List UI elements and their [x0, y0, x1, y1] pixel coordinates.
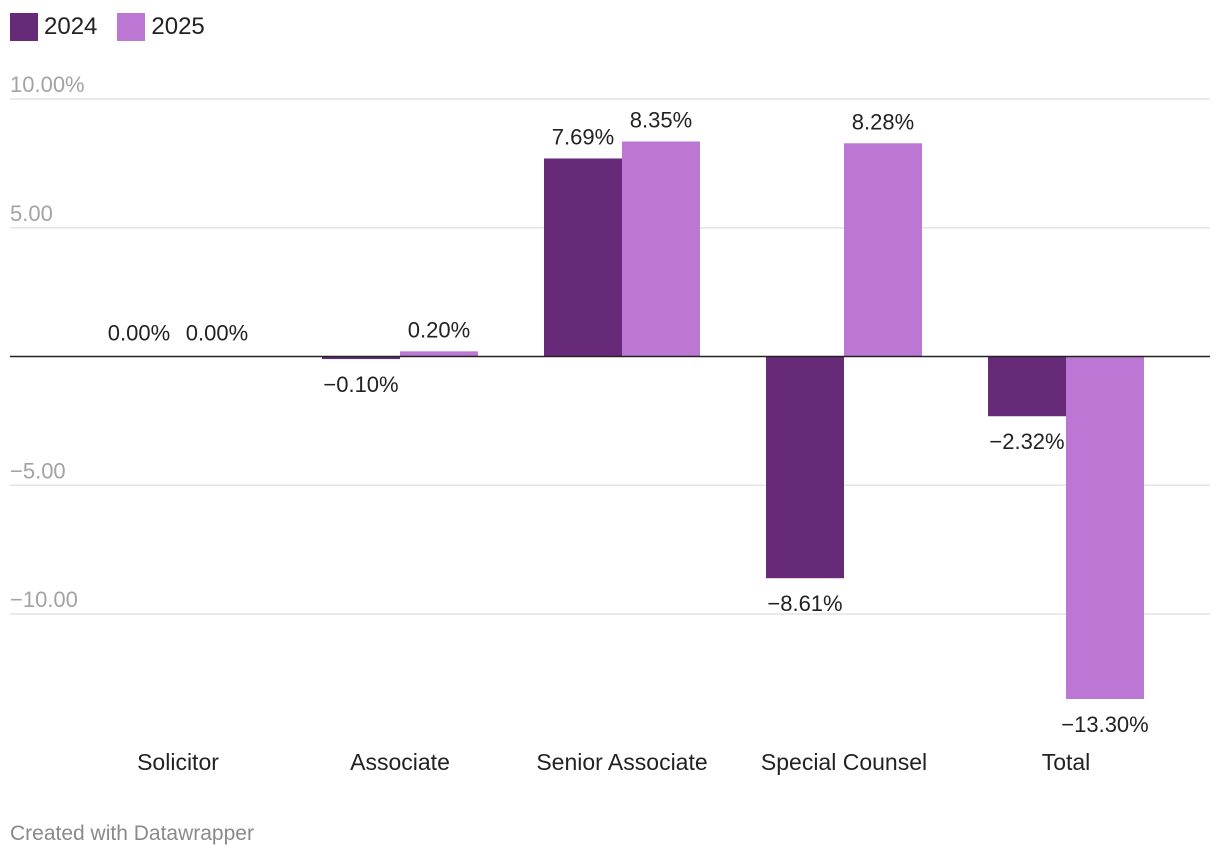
legend: 2024 2025	[10, 13, 205, 41]
bar-2025-2	[622, 141, 700, 357]
bar-2024-1	[322, 356, 400, 360]
bar-2025-1	[400, 351, 478, 357]
data-label: 0.00%	[186, 321, 248, 346]
bar-2024-2	[544, 158, 622, 357]
y-tick-label: −5.00	[10, 458, 66, 483]
bar-2025-4	[1066, 356, 1144, 699]
x-tick-label: Solicitor	[137, 749, 219, 775]
legend-item-2024: 2024	[10, 13, 97, 41]
data-label: −0.10%	[323, 372, 398, 397]
data-label: 8.28%	[852, 109, 914, 134]
y-tick-label: 5.00	[10, 201, 53, 226]
bar-2025-3	[844, 143, 922, 357]
data-label: 0.20%	[408, 317, 470, 342]
legend-label-2024: 2024	[44, 13, 98, 40]
data-label: −8.61%	[767, 591, 842, 616]
x-tick-label: Senior Associate	[536, 749, 707, 775]
x-tick-label: Special Counsel	[761, 749, 927, 775]
data-label: −2.32%	[989, 429, 1064, 454]
legend-item-2025: 2025	[117, 13, 205, 41]
y-tick-label: −10.00	[10, 587, 78, 612]
y-tick-label: 10.00%	[10, 72, 85, 97]
data-label: 8.35%	[630, 107, 692, 132]
x-tick-label: Associate	[350, 749, 450, 775]
legend-swatch-2024	[10, 13, 38, 41]
footer-credit: Created with Datawrapper	[10, 822, 254, 845]
data-label: 7.69%	[552, 124, 614, 149]
x-tick-label: Total	[1042, 749, 1091, 775]
legend-label-2025: 2025	[151, 13, 205, 40]
bar-2024-3	[766, 356, 844, 579]
data-label: −13.30%	[1061, 712, 1148, 737]
legend-swatch-2025	[117, 13, 146, 41]
bar-2024-4	[988, 356, 1066, 417]
data-label: 0.00%	[108, 321, 170, 346]
